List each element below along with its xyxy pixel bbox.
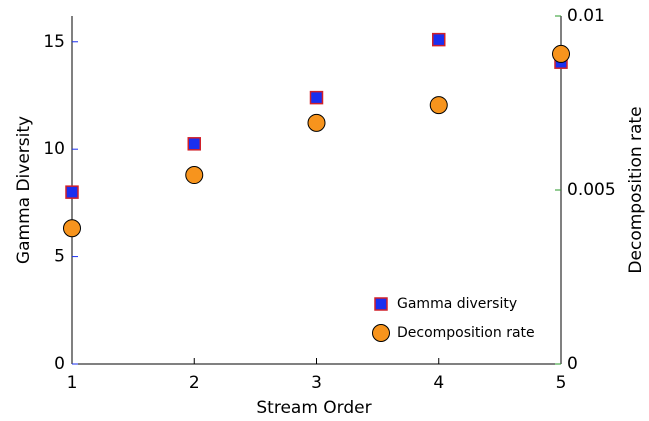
y-axis-label: Gamma Diversity <box>14 116 34 264</box>
point <box>65 185 79 199</box>
point <box>187 137 201 151</box>
x-tick-label: 3 <box>311 373 322 393</box>
x-tick-label: 5 <box>556 373 567 393</box>
legend-label: Gamma diversity <box>397 296 517 312</box>
x-tick-label: 1 <box>67 373 78 393</box>
y2-tick-label: 0.01 <box>567 6 605 26</box>
x-tick-label: 4 <box>433 373 444 393</box>
legend-marker <box>374 297 388 311</box>
legend-label: Decomposition rate <box>397 325 535 341</box>
y-tick-label: 5 <box>54 247 65 267</box>
point <box>309 90 324 105</box>
point <box>185 166 204 185</box>
y2-axis-label: Decomposition rate <box>626 106 646 273</box>
x-axis-label: Stream Order <box>256 398 371 418</box>
point <box>63 219 81 238</box>
point <box>307 113 326 132</box>
point <box>429 96 448 115</box>
y-tick-label: 10 <box>43 139 65 159</box>
y2-tick-label: 0.005 <box>567 180 616 200</box>
point <box>552 44 570 63</box>
x-tick-label: 2 <box>189 373 200 393</box>
y2-tick-label: 0 <box>567 354 578 374</box>
legend-marker <box>372 324 390 342</box>
point <box>432 32 446 47</box>
y-tick-label: 15 <box>43 32 65 52</box>
y-tick-label: 0 <box>54 354 65 374</box>
